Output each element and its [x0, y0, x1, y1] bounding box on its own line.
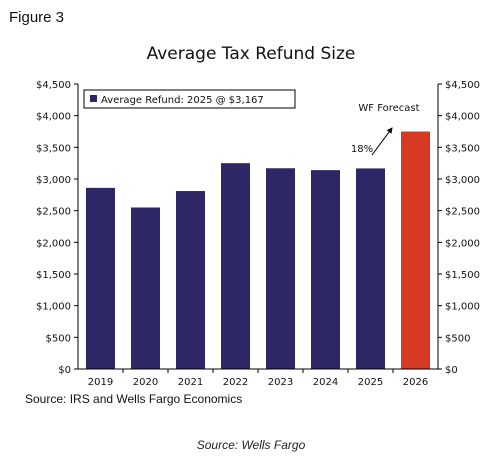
source-note: Source: IRS and Wells Fargo Economics — [25, 392, 243, 406]
y-tick-label: $1,000 — [36, 302, 71, 313]
chart-title: Average Tax Refund Size — [146, 44, 356, 64]
y-tick-label-right: $1,500 — [445, 270, 480, 281]
y-axis-right: $0 $500 $1,000 $1,500 $2,000 $2,500 $3,000 $3,5… — [437, 80, 480, 376]
y-tick-label: $4,500 — [36, 80, 71, 91]
y-tick-label-right: $4,000 — [445, 112, 480, 123]
y-tick-label: $3,500 — [36, 143, 71, 154]
y-tick-label: $500 — [46, 333, 71, 344]
x-tick-label: 2021 — [178, 377, 203, 388]
y-tick-label-right: $2,500 — [445, 207, 480, 218]
credit-note: Source: Wells Fargo — [196, 438, 306, 452]
x-tick-label: 2025 — [358, 377, 383, 388]
x-tick-label: 2020 — [133, 377, 158, 388]
y-tick-label-right: $4,500 — [445, 80, 480, 91]
y-axis-left: $0 $500 $1,000 $1,500 $2,000 $2,500 $3,000 $3,5… — [36, 80, 79, 376]
x-tick-label: 2022 — [223, 377, 248, 388]
y-tick-label: $4,000 — [36, 112, 71, 123]
bar-2021 — [176, 191, 205, 369]
figure-label: Figure 3 — [9, 9, 65, 26]
x-tick-label: 2026 — [403, 377, 428, 388]
legend-label: Average Refund: 2025 @ $3,167 — [101, 95, 264, 106]
y-tick-label-right: $3,500 — [445, 143, 480, 154]
bar-2025 — [356, 168, 385, 369]
y-tick-label-right: $2,000 — [445, 238, 480, 249]
y-tick-label: $2,500 — [36, 207, 71, 218]
bar-2026 — [401, 131, 430, 369]
y-tick-label-right: $3,000 — [445, 175, 480, 186]
y-tick-label-right: $0 — [445, 365, 458, 376]
legend-swatch — [90, 95, 97, 102]
bar-2022 — [221, 163, 250, 369]
bars — [86, 131, 430, 369]
bar-2020 — [131, 207, 160, 369]
y-tick-label: $2,000 — [36, 238, 71, 249]
bar-2019 — [86, 187, 115, 369]
x-tick-label: 2024 — [313, 377, 338, 388]
y-tick-label: $0 — [58, 365, 71, 376]
bar-2024 — [311, 170, 340, 369]
x-axis: 2019 2020 2021 2022 2023 2024 2025 2026 — [78, 368, 438, 388]
y-tick-label: $1,500 — [36, 270, 71, 281]
bar-2023 — [266, 168, 295, 369]
x-tick-label: 2023 — [268, 377, 293, 388]
y-tick-label: $3,000 — [36, 175, 71, 186]
y-tick-label-right: $500 — [445, 333, 470, 344]
forecast-annotation: WF Forecast — [358, 103, 419, 114]
y-tick-label-right: $1,000 — [445, 302, 480, 313]
growth-annotation: 18% — [351, 144, 373, 155]
growth-arrow — [371, 127, 393, 156]
x-tick-label: 2019 — [88, 377, 113, 388]
legend-box — [83, 89, 296, 109]
